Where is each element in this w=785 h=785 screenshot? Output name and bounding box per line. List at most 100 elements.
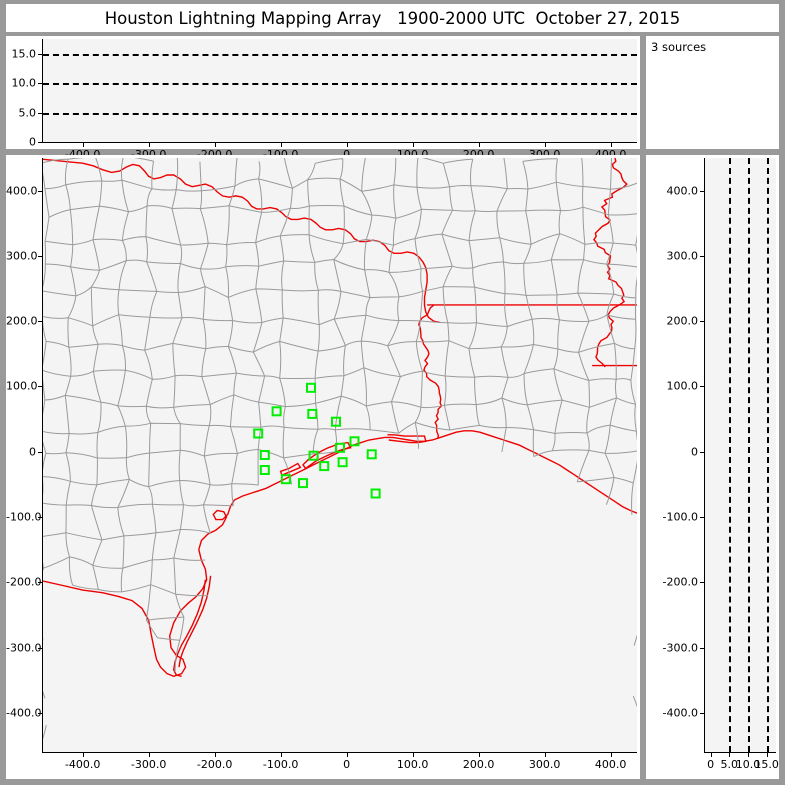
altitude-vs-north-y-tick bbox=[700, 517, 705, 518]
altitude-vs-east-x-tick-label: 0 bbox=[343, 148, 350, 161]
altitude-vs-north-x-tick-label: 0 bbox=[707, 758, 715, 771]
map-y-tick-label: -200.0 bbox=[6, 575, 42, 589]
altitude-vs-east-gridline bbox=[43, 53, 637, 56]
altitude-vs-north-y-tick-label: -200.0 bbox=[662, 575, 698, 589]
altitude-vs-east-y-tick-label: 10.0 bbox=[11, 76, 37, 90]
altitude-vs-east-x-tick bbox=[82, 142, 84, 147]
altitude-vs-north-x-tick-label: 5.0 bbox=[720, 758, 739, 771]
map-y-tick bbox=[38, 582, 43, 584]
lightning-source-marker bbox=[271, 406, 282, 417]
altitude-vs-north-gridline bbox=[747, 158, 750, 752]
altitude-vs-east-y-tick bbox=[38, 112, 43, 114]
altitude-vs-north-y-tick-label: 300.0 bbox=[666, 249, 699, 263]
altitude-vs-east-x-tick bbox=[280, 142, 282, 147]
map-x-tick-label: -400.0 bbox=[64, 758, 101, 771]
map-x-tick bbox=[610, 752, 612, 757]
altitude-vs-north-y-tick bbox=[700, 321, 705, 323]
lightning-source-marker bbox=[298, 478, 308, 489]
lightning-source-marker bbox=[259, 465, 270, 475]
plan-view-map-panel: -400.0 -300.0 -200.0 -100.0 0 100.0 200.0 300.0… bbox=[6, 155, 640, 779]
altitude-vs-east-plot-area[interactable] bbox=[43, 39, 637, 142]
altitude-vs-north-y-tick bbox=[700, 255, 705, 257]
map-y-tick-label: -300.0 bbox=[6, 641, 42, 655]
altitude-vs-east-x-tick bbox=[412, 142, 414, 147]
altitude-vs-north-gridline bbox=[766, 158, 769, 752]
altitude-vs-east-gridline bbox=[43, 83, 637, 86]
altitude-vs-east-y-tick bbox=[38, 83, 43, 85]
altitude-vs-east-x-tick bbox=[346, 142, 348, 147]
lightning-source-marker bbox=[319, 461, 330, 472]
title-bar: Houston Lightning Mapping Array 1900-200… bbox=[6, 4, 779, 32]
map-y-tick bbox=[38, 321, 43, 323]
map-y-tick bbox=[38, 190, 43, 192]
altitude-vs-north-y-tick bbox=[700, 647, 705, 649]
altitude-vs-east-y-tick-label: 5.0 bbox=[18, 106, 37, 120]
map-y-tick bbox=[38, 255, 43, 257]
map-y-tick bbox=[38, 712, 43, 714]
lightning-source-marker bbox=[331, 416, 341, 427]
altitude-vs-east-gridline bbox=[43, 112, 637, 115]
map-y-tick-label: 0 bbox=[29, 445, 36, 459]
map-x-tick-label: 0 bbox=[343, 758, 351, 771]
altitude-vs-north-y-tick bbox=[700, 451, 705, 453]
map-x-tick-label: 200.0 bbox=[462, 758, 495, 771]
map-x-tick bbox=[214, 752, 216, 757]
lightning-source-marker bbox=[259, 450, 270, 460]
altitude-vs-north-x-axis bbox=[704, 752, 776, 753]
altitude-vs-east-y-tick-label: 0 bbox=[29, 135, 36, 149]
altitude-vs-east-y-tick-label: 15.0 bbox=[11, 47, 37, 61]
altitude-vs-north-x-tick bbox=[729, 752, 731, 757]
altitude-vs-north-panel: -400.0 -300.0 -200.0 -100.0 0 100.0 200.0 300.0… bbox=[646, 155, 779, 779]
altitude-vs-east-x-tick bbox=[544, 142, 546, 147]
altitude-vs-north-y-tick bbox=[700, 190, 705, 192]
lightning-source-marker bbox=[306, 382, 316, 393]
altitude-vs-east-x-tick bbox=[610, 142, 612, 147]
map-x-axis bbox=[42, 752, 637, 753]
altitude-vs-north-y-tick bbox=[700, 386, 705, 388]
lightning-source-marker bbox=[349, 436, 360, 447]
lightning-source-markers bbox=[253, 382, 381, 499]
altitude-vs-north-x-tick bbox=[766, 752, 768, 757]
altitude-vs-north-y-tick-label: -100.0 bbox=[662, 510, 698, 524]
altitude-vs-north-y-tick-label: -300.0 bbox=[662, 641, 698, 655]
altitude-vs-east-panel: 05.010.015.0-400.0-300.0-200.0-100.00100… bbox=[6, 36, 640, 161]
map-y-tick bbox=[38, 451, 43, 453]
map-y-tick-label: 300.0 bbox=[6, 249, 38, 263]
altitude-vs-north-plot-area[interactable] bbox=[705, 158, 776, 752]
map-x-tick bbox=[280, 752, 282, 757]
altitude-vs-north-x-tick-label: 15.0 bbox=[754, 758, 779, 771]
map-x-tick bbox=[346, 752, 348, 757]
altitude-vs-north-y-tick-label: 0 bbox=[691, 445, 698, 459]
lightning-source-marker bbox=[335, 442, 345, 453]
map-plot-area[interactable] bbox=[43, 158, 637, 752]
map-y-tick-label: -100.0 bbox=[6, 510, 42, 524]
map-x-tick bbox=[412, 752, 414, 757]
padre-island bbox=[172, 579, 207, 677]
altitude-vs-north-x-tick-label: 10.0 bbox=[735, 758, 761, 771]
map-x-tick bbox=[82, 752, 84, 757]
altitude-vs-east-x-tick bbox=[148, 142, 150, 147]
map-y-tick-label: -400.0 bbox=[6, 706, 42, 720]
map-y-axis bbox=[42, 158, 43, 753]
source-count-panel: 3 sources bbox=[646, 36, 779, 149]
lightning-source-marker bbox=[253, 428, 264, 439]
map-x-tick-label: 100.0 bbox=[396, 758, 429, 771]
gulf-coastline bbox=[43, 430, 637, 678]
altitude-vs-east-y-tick bbox=[38, 142, 43, 143]
altitude-vs-east-y-tick bbox=[38, 53, 43, 55]
map-y-tick-label: 200.0 bbox=[6, 314, 38, 328]
texas-oklahoma-border bbox=[43, 158, 441, 324]
lightning-source-marker bbox=[366, 449, 377, 460]
altitude-vs-east-x-axis bbox=[42, 142, 637, 143]
map-x-tick-label: -200.0 bbox=[196, 758, 233, 771]
map-x-tick-label: -300.0 bbox=[130, 758, 167, 771]
altitude-vs-north-y-tick-label: -400.0 bbox=[662, 706, 698, 720]
map-x-tick-label: -100.0 bbox=[262, 758, 299, 771]
matagorda-bay-shore bbox=[279, 462, 302, 477]
county-borders-horizontal bbox=[43, 158, 637, 641]
altitude-vs-north-y-tick-label: 400.0 bbox=[666, 184, 699, 198]
altitude-vs-east-x-tick bbox=[214, 142, 216, 147]
altitude-vs-north-y-tick bbox=[700, 712, 705, 714]
map-x-tick-label: 300.0 bbox=[528, 758, 561, 771]
lightning-source-marker bbox=[307, 408, 318, 419]
